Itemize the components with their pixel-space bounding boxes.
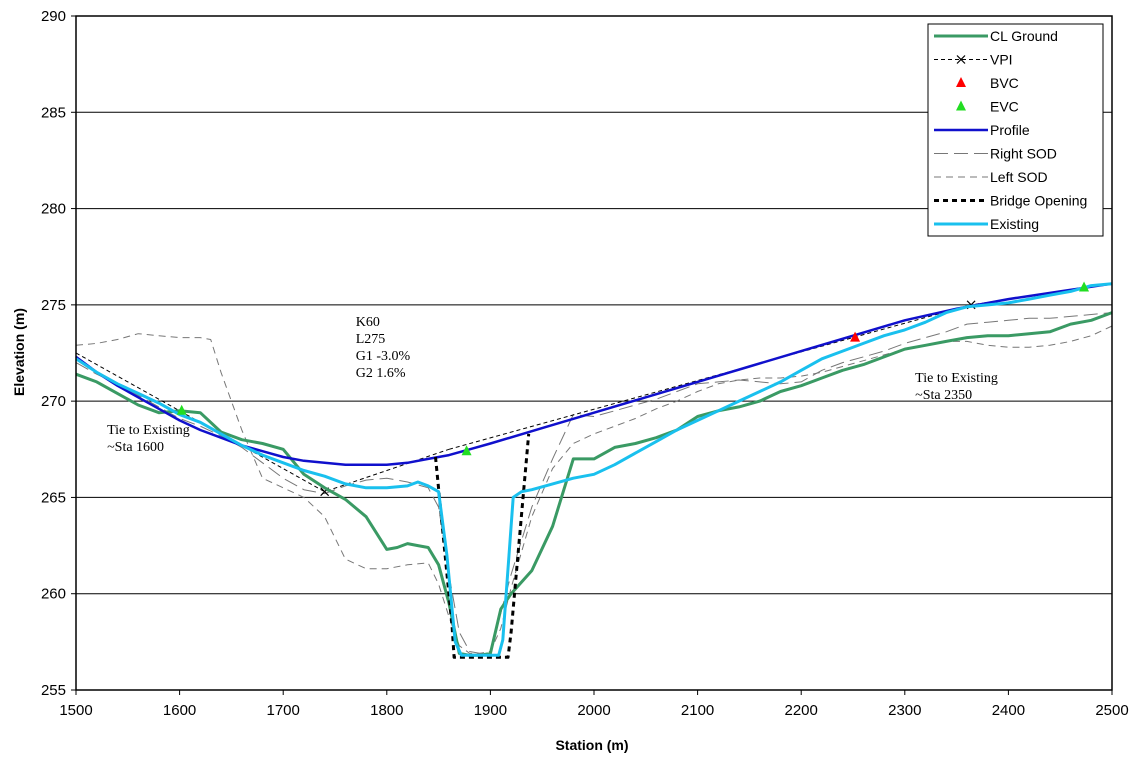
series-cl-ground-line xyxy=(75,311,1113,657)
evc-point xyxy=(461,445,472,456)
annotation-line: G1 -3.0% xyxy=(356,349,411,364)
y-tick-label: 290 xyxy=(41,8,66,25)
evc-point xyxy=(176,404,187,415)
annotation-line: G2 1.6% xyxy=(356,366,406,381)
legend-item-right-sod: Right SOD xyxy=(934,146,1057,162)
y-tick-label: 260 xyxy=(41,586,66,603)
legend-label: Left SOD xyxy=(990,169,1048,185)
y-tick-label: 285 xyxy=(41,104,66,121)
annotation-line: Tie to Existing xyxy=(915,371,998,386)
annotation-line: ~Sta 1600 xyxy=(107,440,164,455)
x-tick-label: 2000 xyxy=(577,702,610,719)
y-tick-label: 255 xyxy=(41,682,66,699)
x-tick-label: 1700 xyxy=(267,702,300,719)
series-right-sod-line xyxy=(75,312,1113,654)
bvc-point xyxy=(850,331,861,342)
legend-swatch xyxy=(956,77,966,87)
y-tick-label: 280 xyxy=(41,201,66,218)
series-bridge-opening-line xyxy=(434,433,531,659)
y-tick-label: 275 xyxy=(41,297,66,314)
legend-label: CL Ground xyxy=(990,28,1058,44)
legend-label: BVC xyxy=(990,75,1019,91)
annotation-line: Tie to Existing xyxy=(107,423,190,438)
x-tick-label: 2500 xyxy=(1095,702,1128,719)
legend-swatch-marker xyxy=(956,55,966,64)
annotation-2: Tie to Existing ~Sta 2350 xyxy=(915,371,998,403)
annotation-bg xyxy=(347,310,448,389)
y-axis-title: Elevation (m) xyxy=(11,308,27,396)
x-tick-label: 1900 xyxy=(474,702,507,719)
legend-label: Existing xyxy=(990,216,1039,232)
annotations-layer: K60 L275 G1 -3.0% G2 1.6% Tie to Existing ~St… xyxy=(107,310,998,455)
y-tick-label: 270 xyxy=(41,393,66,410)
legend-item-cl-ground: CL Ground xyxy=(934,28,1058,44)
annotation-1: Tie to Existing ~Sta 1600 xyxy=(107,423,190,455)
annotation-0: K60 L275 G1 -3.0% G2 1.6% xyxy=(347,310,448,389)
legend-item-profile: Profile xyxy=(934,122,1030,138)
legend: CL Ground VPI BVC EVC Profile Right SOD Left S… xyxy=(927,23,1104,237)
x-axis-ticks: 1500 1600 1700 1800 1900 2000 2100 2200 2300 2400… xyxy=(59,690,1129,719)
x-tick-label: 1500 xyxy=(59,702,92,719)
x-tick-label: 2100 xyxy=(681,702,714,719)
legend-label: VPI xyxy=(990,52,1013,68)
legend-label: Right SOD xyxy=(990,146,1057,162)
x-axis-title: Station (m) xyxy=(555,737,628,753)
legend-label: Bridge Opening xyxy=(990,193,1087,209)
x-tick-label: 1600 xyxy=(163,702,196,719)
legend-item-left-sod: Left SOD xyxy=(934,169,1048,185)
series-layer xyxy=(75,281,1113,659)
evc-point xyxy=(1079,281,1090,292)
series-existing-line xyxy=(75,282,1113,657)
legend-item-existing: Existing xyxy=(934,216,1039,232)
x-tick-label: 1800 xyxy=(370,702,403,719)
legend-item-bridge-opening: Bridge Opening xyxy=(934,193,1087,209)
y-axis-ticks: 255 260 265 270 275 280 285 290 xyxy=(41,8,76,699)
annotation-line: L275 xyxy=(356,332,386,347)
series-profile-line xyxy=(75,282,1113,466)
y-tick-label: 265 xyxy=(41,489,66,506)
legend-label: EVC xyxy=(990,99,1019,115)
legend-swatch xyxy=(956,100,966,111)
legend-label: Profile xyxy=(990,122,1030,138)
legend-item-evc: EVC xyxy=(956,99,1019,115)
legend-item-vpi: VPI xyxy=(934,52,1013,68)
x-tick-label: 2300 xyxy=(888,702,921,719)
x-tick-label: 2400 xyxy=(992,702,1025,719)
x-tick-label: 2200 xyxy=(785,702,818,719)
annotation-line: ~Sta 2350 xyxy=(915,388,972,403)
annotation-line: K60 xyxy=(356,315,380,330)
legend-item-bvc: BVC xyxy=(956,75,1019,91)
